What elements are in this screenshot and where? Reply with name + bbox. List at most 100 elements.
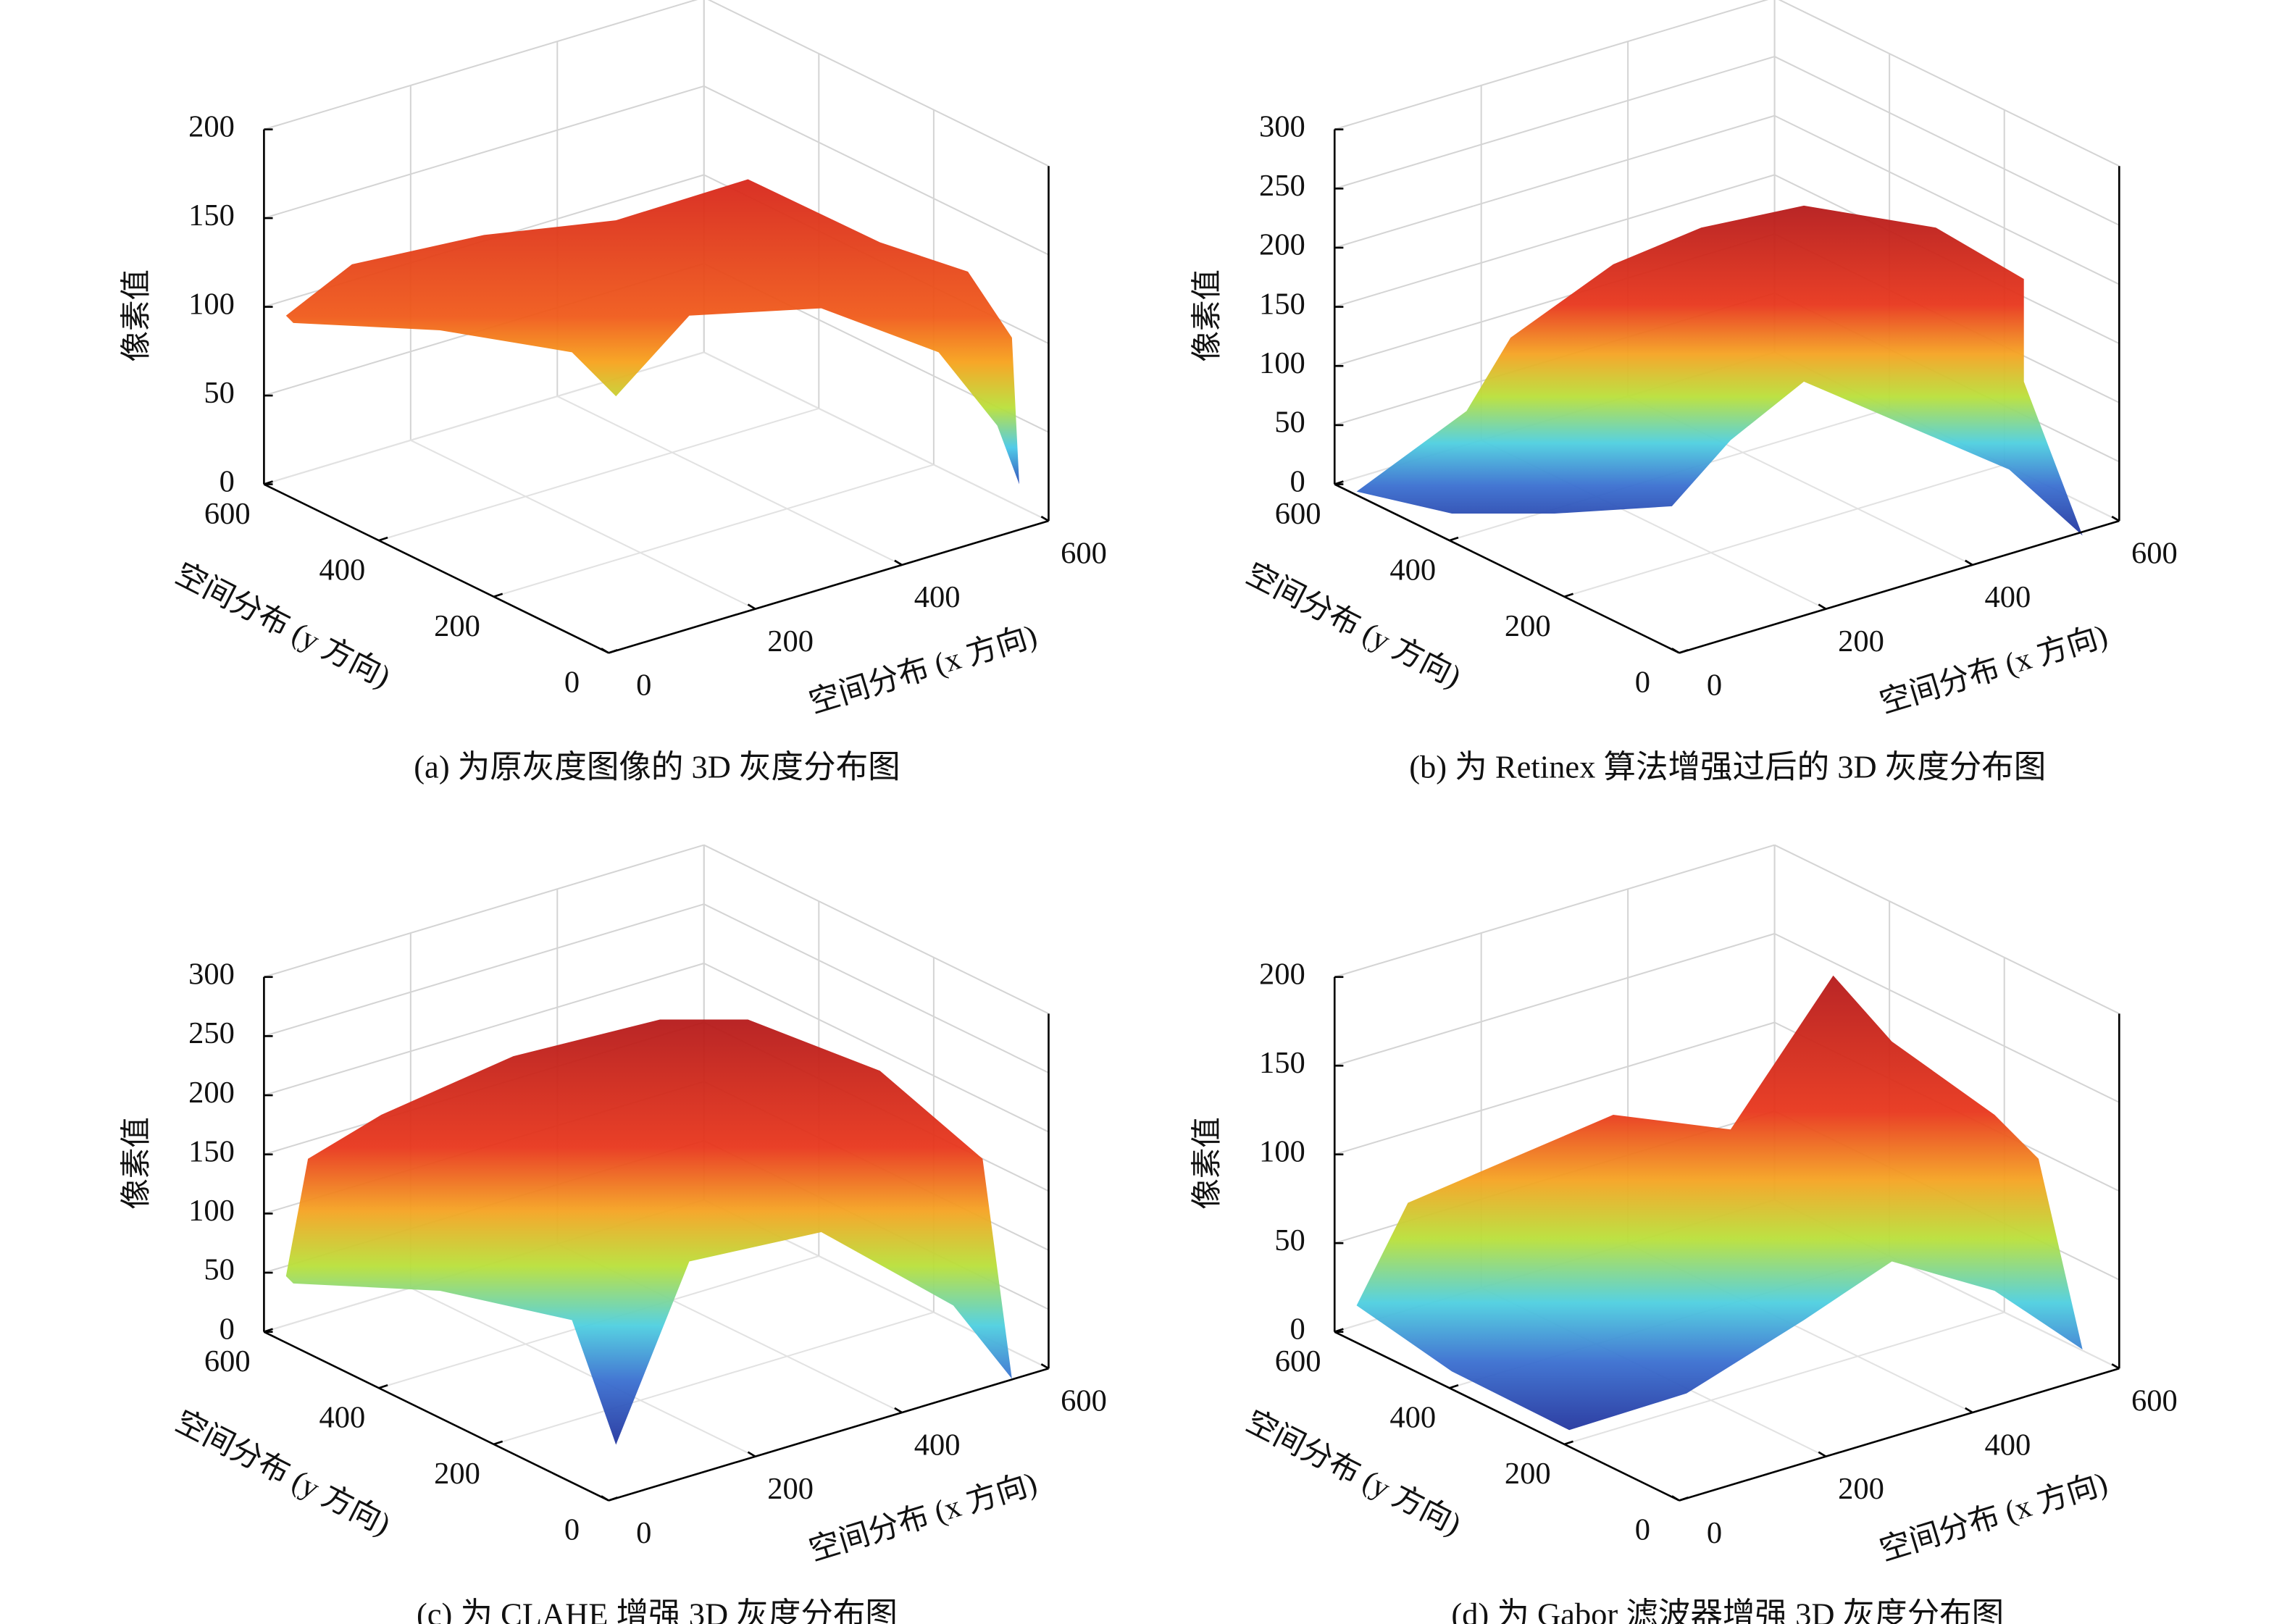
z-tick-label: 150 bbox=[188, 1134, 235, 1168]
z-tick-label: 150 bbox=[188, 198, 235, 233]
y-tick-label: 0 bbox=[1635, 666, 1650, 700]
surface bbox=[285, 179, 1019, 485]
z-tick-label: 200 bbox=[188, 109, 235, 143]
grid-line bbox=[1334, 114, 1775, 248]
grid-line bbox=[493, 1311, 935, 1445]
y-tick-label: 600 bbox=[204, 1344, 251, 1378]
tick-mark bbox=[1671, 648, 1680, 654]
tick-mark bbox=[493, 1440, 503, 1446]
y-tick-label: 600 bbox=[1275, 1344, 1321, 1378]
caption: (c) 为 CLAHE 增强 3D 灰度分布图 bbox=[417, 1596, 898, 1624]
z-tick-label: 50 bbox=[204, 376, 235, 410]
grid-line bbox=[703, 844, 1049, 1015]
surface bbox=[1356, 205, 2083, 536]
z-tick-label: 200 bbox=[1259, 957, 1305, 991]
grid-line bbox=[1334, 933, 1775, 1067]
x-tick-label: 200 bbox=[767, 624, 814, 658]
x-tick-label: 200 bbox=[767, 1472, 814, 1506]
tick-mark bbox=[608, 1497, 618, 1502]
tick-mark bbox=[1334, 480, 1344, 485]
grid-line bbox=[493, 464, 935, 598]
grid-line bbox=[410, 439, 756, 610]
y-tick-label: 200 bbox=[434, 609, 480, 643]
grid-line bbox=[264, 962, 705, 1097]
tick-mark bbox=[608, 649, 618, 654]
caption: (b) 为 Retinex 算法增强过后的 3D 灰度分布图 bbox=[1409, 749, 2046, 785]
surface bbox=[285, 1019, 1012, 1445]
z-tick-label: 0 bbox=[1290, 464, 1305, 498]
x-tick-label: 0 bbox=[1707, 1516, 1722, 1550]
z-tick-label: 300 bbox=[1259, 109, 1305, 143]
grid-line bbox=[703, 351, 1049, 522]
y-tick-label: 400 bbox=[319, 553, 365, 587]
tick-mark bbox=[894, 559, 903, 566]
x-axis-label: 空间分布 (x 方向) bbox=[806, 619, 1041, 720]
z-tick-label: 150 bbox=[1259, 1046, 1305, 1080]
grid-line bbox=[264, 0, 698, 130]
tick-mark bbox=[2111, 1363, 2120, 1370]
y-tick-label: 400 bbox=[1389, 1401, 1436, 1435]
z-tick-label: 100 bbox=[1259, 346, 1305, 380]
grid-line bbox=[1564, 1311, 2005, 1445]
tick-mark bbox=[1671, 1495, 1680, 1502]
grid-line bbox=[1774, 844, 2120, 1015]
x-axis bbox=[608, 1368, 1049, 1502]
grid-line bbox=[410, 1287, 756, 1457]
grid-line bbox=[1774, 114, 2120, 285]
tick-mark bbox=[601, 1495, 609, 1502]
x-tick-label: 200 bbox=[1838, 1472, 1884, 1506]
x-tick-label: 0 bbox=[636, 669, 651, 703]
tick-mark bbox=[263, 1328, 273, 1333]
z-tick-label: 100 bbox=[188, 1194, 235, 1228]
x-tick-label: 400 bbox=[1985, 580, 2031, 614]
tick-mark bbox=[747, 603, 756, 610]
grid-line bbox=[378, 407, 819, 542]
x-axis bbox=[608, 519, 1049, 654]
grid-line bbox=[1564, 464, 2005, 598]
z-axis-label: 像素值 bbox=[1190, 269, 1224, 362]
tick-mark bbox=[378, 536, 388, 542]
z-tick-label: 50 bbox=[1274, 406, 1305, 440]
tick-mark bbox=[1334, 1328, 1344, 1333]
tick-mark bbox=[378, 1384, 388, 1389]
y-tick-label: 400 bbox=[1389, 553, 1436, 587]
grid-line bbox=[703, 903, 1049, 1073]
tick-mark bbox=[1449, 1384, 1459, 1389]
grid-line bbox=[264, 844, 705, 978]
tick-mark bbox=[2111, 515, 2120, 522]
y-tick-label: 200 bbox=[1505, 609, 1551, 643]
x-axis-label: 空间分布 (x 方向) bbox=[806, 1466, 1041, 1568]
grid-line bbox=[703, 962, 1049, 1133]
tick-mark bbox=[1563, 593, 1573, 598]
z-tick-label: 100 bbox=[1259, 1134, 1305, 1168]
grid-line bbox=[707, 0, 1049, 167]
x-tick-label: 600 bbox=[2131, 1384, 2178, 1418]
x-tick-label: 600 bbox=[1061, 536, 1107, 570]
z-tick-label: 100 bbox=[188, 287, 235, 321]
z-axis-label: 像素值 bbox=[120, 1117, 154, 1210]
x-axis bbox=[1679, 519, 2120, 654]
grid-line bbox=[1334, 174, 1775, 308]
y-axis bbox=[1334, 1331, 1680, 1502]
tick-mark bbox=[493, 593, 503, 598]
grid-line bbox=[264, 85, 705, 219]
x-tick-label: 600 bbox=[2131, 536, 2178, 570]
grid-line bbox=[1774, 56, 2120, 226]
z-tick-label: 250 bbox=[1259, 169, 1305, 203]
z-axis-label: 像素值 bbox=[1190, 1117, 1224, 1210]
tick-mark bbox=[747, 1451, 756, 1457]
y-tick-label: 200 bbox=[434, 1457, 480, 1491]
tick-mark bbox=[1040, 515, 1050, 522]
grid-line bbox=[1334, 56, 1775, 190]
tick-mark bbox=[1679, 649, 1689, 654]
grid-line bbox=[1774, 933, 2120, 1103]
y-tick-label: 600 bbox=[204, 497, 251, 531]
x-axis bbox=[1679, 1368, 2120, 1502]
y-tick-label: 0 bbox=[564, 1513, 580, 1547]
y-axis bbox=[263, 483, 609, 654]
z-tick-label: 150 bbox=[1259, 287, 1305, 321]
z-tick-label: 50 bbox=[1274, 1223, 1305, 1257]
caption: (a) 为原灰度图像的 3D 灰度分布图 bbox=[414, 749, 900, 785]
y-tick-label: 0 bbox=[564, 666, 580, 700]
